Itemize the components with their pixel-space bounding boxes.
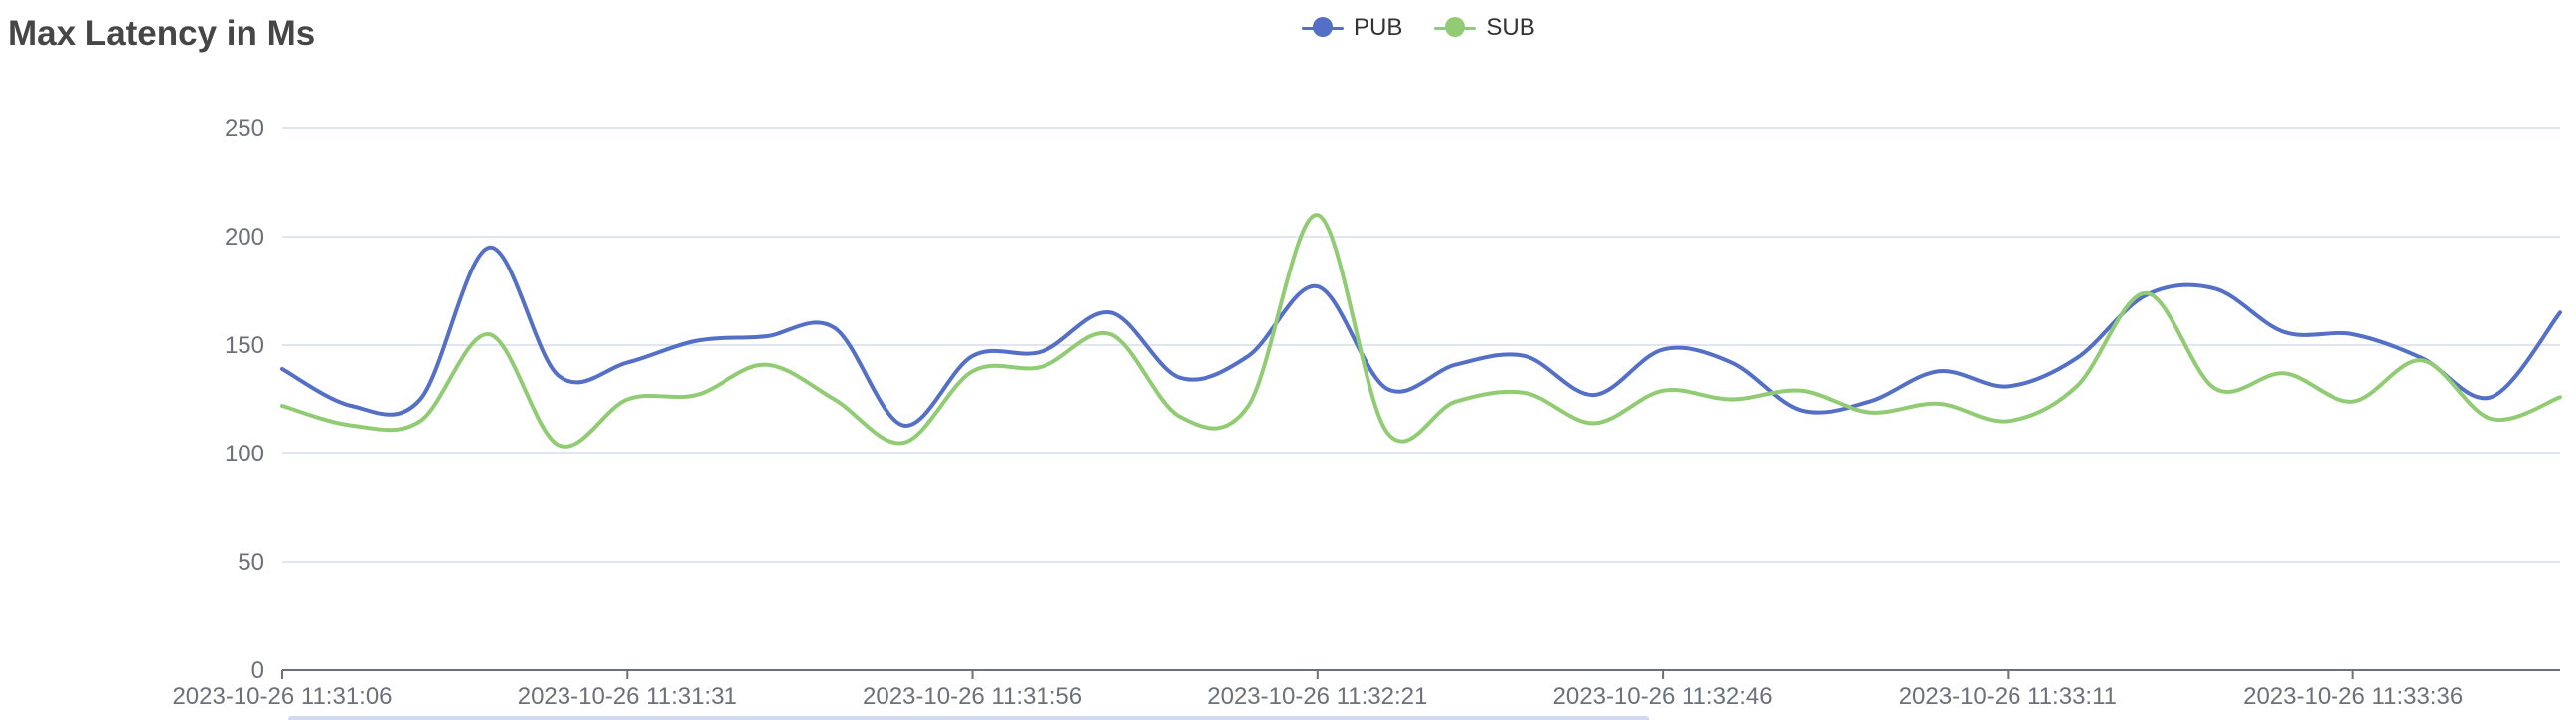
y-tick-label-50: 50	[238, 549, 264, 576]
chart-title: Max Latency in Ms	[8, 14, 316, 53]
legend-dot-pub	[1313, 17, 1333, 37]
legend-swatch-sub	[1434, 16, 1477, 40]
legend-label-sub: SUB	[1486, 14, 1535, 41]
x-tick-label-2: 2023-10-26 11:31:56	[863, 683, 1082, 710]
legend-dot-sub	[1445, 17, 1466, 37]
x-tick-label-5: 2023-10-26 11:33:11	[1899, 683, 2117, 710]
legend-swatch-pub	[1302, 16, 1344, 40]
legend: PUB SUB	[1302, 14, 1535, 42]
y-tick-label-100: 100	[225, 441, 264, 467]
y-tick-label-0: 0	[251, 657, 264, 684]
x-tick-label-1: 2023-10-26 11:31:31	[518, 683, 737, 710]
x-tick-label-4: 2023-10-26 11:32:46	[1553, 683, 1773, 710]
legend-item-pub[interactable]: PUB	[1302, 14, 1402, 42]
x-tick-label-6: 2023-10-26 11:33:36	[2243, 683, 2463, 710]
x-tick-label-0: 2023-10-26 11:31:06	[172, 683, 392, 710]
series-line-sub	[280, 213, 2562, 449]
legend-item-sub[interactable]: SUB	[1434, 14, 1535, 42]
y-tick-label-150: 150	[225, 332, 264, 359]
y-tick-label-200: 200	[225, 224, 264, 251]
zoom-slider-handle	[288, 716, 1650, 720]
legend-label-pub: PUB	[1354, 14, 1403, 41]
x-tick-label-3: 2023-10-26 11:32:21	[1208, 683, 1427, 710]
y-tick-label-250: 250	[225, 115, 264, 142]
series-line-pub	[280, 245, 2562, 428]
